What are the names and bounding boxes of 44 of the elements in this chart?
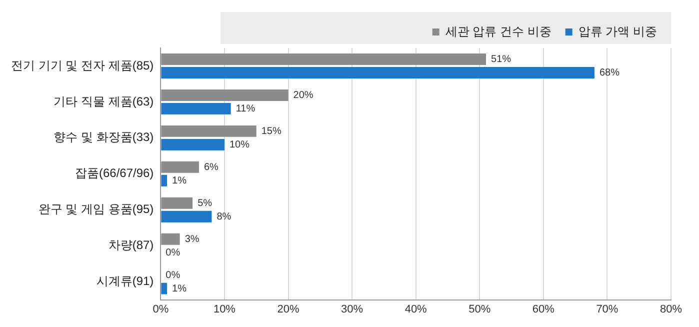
x-tick-label: 60% <box>532 303 555 316</box>
data-label: 8% <box>216 211 232 222</box>
bar <box>161 67 594 78</box>
y-tick-label: 향수 및 화장품(33) <box>54 130 154 144</box>
x-tick-label: 50% <box>468 303 491 316</box>
data-label: 1% <box>172 283 187 294</box>
x-tick-label: 10% <box>213 303 236 316</box>
data-label: 0% <box>166 270 180 281</box>
data-label: 20% <box>293 90 314 101</box>
y-tick-label: 잡품(66/67/96) <box>74 166 154 180</box>
bar <box>161 233 180 245</box>
x-tick-label: 20% <box>277 303 300 316</box>
x-tick-label: 30% <box>341 303 364 316</box>
bar <box>161 102 231 114</box>
data-label: 15% <box>261 126 282 137</box>
x-tick-label: 40% <box>404 303 428 316</box>
bar <box>161 174 168 186</box>
bar <box>161 282 168 294</box>
y-tick-label: 기타 직물 제품(63) <box>54 94 154 108</box>
data-label: 3% <box>184 234 200 245</box>
data-label: 1% <box>172 175 187 186</box>
data-label: 6% <box>204 162 219 173</box>
bar <box>161 210 212 222</box>
data-label: 0% <box>166 247 180 258</box>
data-label: 68% <box>599 67 620 78</box>
legend-label: 압류 가액 비중 <box>578 24 658 38</box>
x-tick-label: 70% <box>596 303 618 316</box>
data-label: 11% <box>236 103 256 114</box>
bar <box>161 161 199 173</box>
x-tick-label: 0% <box>152 303 169 316</box>
x-tick-label: 80% <box>660 303 682 316</box>
y-tick-label: 완구 및 게임 용품(95) <box>38 202 154 216</box>
bar <box>161 138 224 150</box>
bar <box>161 197 193 209</box>
legend-label: 세관 압류 건수 비중 <box>445 24 552 38</box>
data-label: 5% <box>198 198 212 209</box>
y-tick-label: 차량(87) <box>108 238 154 252</box>
y-tick-label: 시계류(91) <box>96 274 154 288</box>
bar <box>161 125 256 137</box>
data-label: 51% <box>491 54 512 65</box>
y-tick-label: 전기 기기 및 전자 제품(85) <box>10 58 154 72</box>
bar <box>161 89 288 101</box>
bar <box>161 54 486 65</box>
data-label: 10% <box>229 139 250 150</box>
